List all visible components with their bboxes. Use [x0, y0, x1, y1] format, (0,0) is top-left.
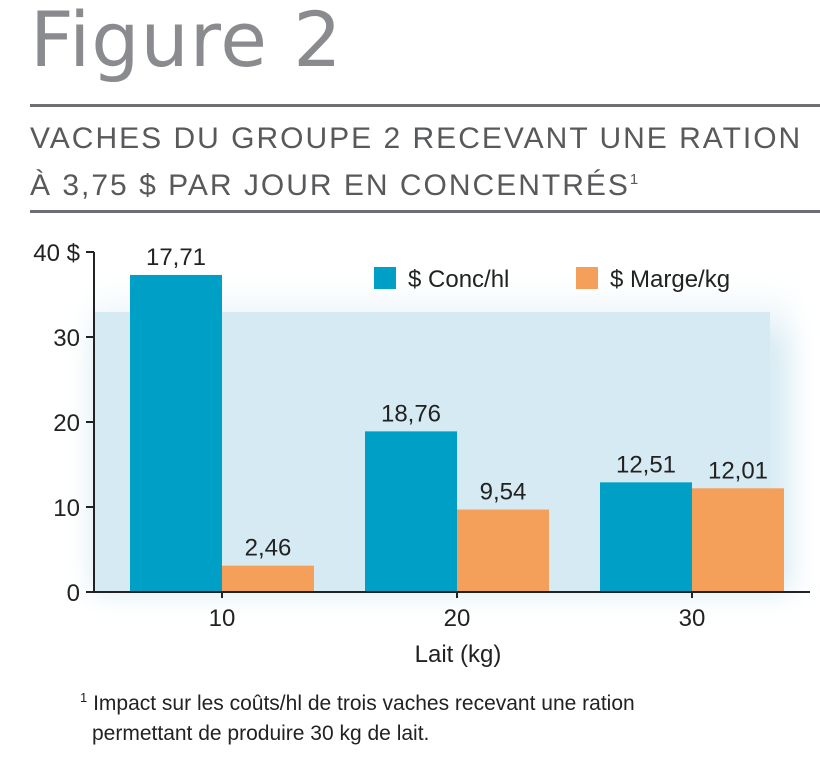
bar-conc: [130, 274, 222, 592]
bar-marge: [692, 488, 784, 592]
bar-conc: [365, 431, 457, 592]
title-footnote-mark: 1: [629, 171, 639, 188]
figure-label: Figure 2: [30, 0, 343, 84]
footnote-line-2: permettant de produire 30 kg de lait.: [92, 722, 430, 745]
legend-label-marge: $ Marge/kg: [610, 266, 730, 293]
bar-chart: 17,71 2,46 10 18,76 9,54 20 12,51 12,01 30 0 10 20 3…: [33, 240, 810, 668]
title-line-2: À 3,75 $ PAR JOUR EN CONCENTRÉS1: [30, 169, 639, 202]
bar-marge: [457, 509, 549, 592]
footnote-mark: 1: [80, 690, 88, 705]
bar-marge: [222, 565, 314, 592]
legend-swatch-marge: [576, 267, 598, 289]
data-label-marge: 2,46: [245, 535, 292, 562]
top-divider: [30, 104, 820, 107]
data-label-conc: 17,71: [146, 244, 206, 271]
data-label-marge: 12,01: [708, 457, 768, 484]
y-tick-label: 10: [53, 495, 80, 522]
chart-title: VACHES DU GROUPE 2 RECEVANT UNE RATION À…: [30, 118, 820, 206]
data-label-marge: 9,54: [480, 479, 527, 506]
x-tick-label: 30: [679, 605, 706, 632]
title-line-1: VACHES DU GROUPE 2 RECEVANT UNE RATION: [30, 122, 803, 155]
y-tick-label: 0: [67, 580, 80, 607]
bottom-divider: [30, 210, 820, 213]
data-label-conc: 12,51: [616, 451, 676, 478]
x-tick-label: 20: [444, 605, 471, 632]
y-tick-label: 30: [53, 325, 80, 352]
y-tick-label: 20: [53, 410, 80, 437]
x-axis-label: Lait (kg): [415, 641, 502, 668]
x-tick-label: 10: [209, 605, 236, 632]
legend-swatch-conc: [374, 267, 396, 289]
bar-conc: [600, 482, 692, 592]
legend-label-conc: $ Conc/hl: [408, 266, 509, 293]
data-label-conc: 18,76: [381, 400, 441, 427]
footnote: 1 Impact sur les coûts/hl de trois vache…: [80, 683, 800, 749]
y-tick-label: 40 $: [33, 240, 80, 267]
footnote-line-1: 1 Impact sur les coûts/hl de trois vache…: [80, 690, 635, 715]
